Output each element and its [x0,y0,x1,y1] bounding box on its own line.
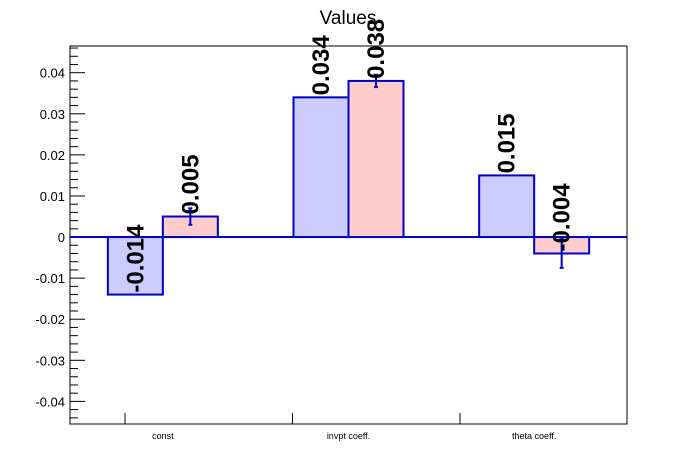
data-label: -0.004 [549,183,576,252]
y-tick-label: 0.03 [40,107,65,122]
y-tick-label: -0.04 [35,394,65,409]
y-tick-label: -0.03 [35,353,65,368]
data-label: 0.034 [308,35,335,96]
y-tick-label: 0.04 [40,66,65,81]
x-axis: const invpt coeff. theta coeff. [124,413,556,441]
data-label: 0.038 [363,19,390,79]
data-label: 0.015 [494,113,521,173]
x-category-label: invpt coeff. [327,431,370,441]
data-labels: -0.014 0.034 0.015 0.005 0.038 -0.004 [122,19,575,293]
bar-series-1 [292,96,350,239]
chart-title: Values [320,8,377,29]
data-label: -0.014 [122,224,149,293]
bar-series-2 [347,79,405,239]
bar-series-1 [478,174,536,239]
y-tick-label: -0.02 [35,312,65,327]
x-category-label: const [152,431,174,441]
y-tick-label: 0.01 [40,189,65,204]
data-label: 0.005 [177,154,204,214]
y-tick-label: -0.01 [35,271,65,286]
bar-series-1 [106,236,164,296]
x-category-label: theta coeff. [512,431,556,441]
bars [106,73,591,296]
y-axis: -0.04 -0.03 -0.02 -0.01 0 0.01 0.02 0.03 0.04 [35,47,85,419]
plot-frame [69,45,628,425]
y-tick-label: 0.02 [40,148,65,163]
y-tick-label: 0 [58,230,65,245]
